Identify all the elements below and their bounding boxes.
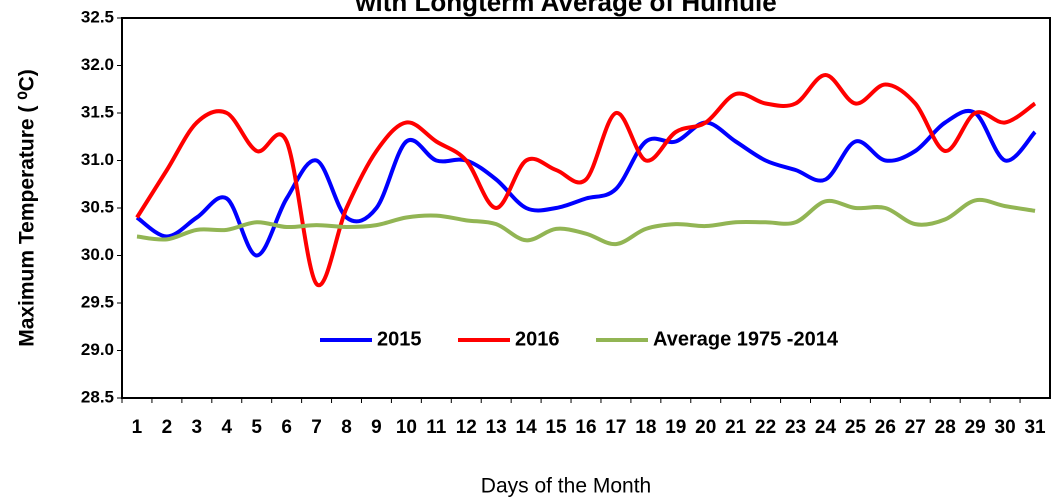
x-tick-label: 3 xyxy=(192,417,203,438)
x-tick-label: 23 xyxy=(785,417,806,438)
legend-label: Average 1975 -2014 xyxy=(653,328,839,350)
x-tick-label: 4 xyxy=(221,417,232,438)
plot-area xyxy=(121,17,1051,399)
x-tick-label: 9 xyxy=(371,417,382,438)
x-tick-label: 21 xyxy=(725,417,747,438)
series-line xyxy=(135,73,1037,288)
y-tick-label: 32.5 xyxy=(81,7,114,26)
x-tick-label: 14 xyxy=(516,417,538,438)
x-tick-label: 20 xyxy=(695,417,716,438)
chart-title: with Longterm Average of Hulhule xyxy=(354,0,776,17)
x-axis-label: Days of the Month xyxy=(481,475,651,498)
series-line xyxy=(136,197,1036,247)
x-tick-label: 17 xyxy=(605,417,626,438)
y-tick-label: 32.0 xyxy=(81,55,114,74)
series-line xyxy=(135,108,1037,258)
y-tick-label: 29.0 xyxy=(81,340,114,359)
x-tick-label: 2 xyxy=(162,417,173,438)
x-tick-label: 18 xyxy=(635,417,656,438)
y-axis-label: Maximum Temperature ( ⁰C) xyxy=(16,69,39,347)
y-tick-label: 31.5 xyxy=(81,102,114,121)
x-tick-label: 1 xyxy=(132,417,143,438)
x-tick-label: 31 xyxy=(1024,417,1046,438)
x-tick-label: 13 xyxy=(486,417,507,438)
x-tick-label: 26 xyxy=(875,417,896,438)
x-tick-label: 6 xyxy=(281,417,292,438)
x-tick-label: 19 xyxy=(665,417,686,438)
x-tick-label: 29 xyxy=(965,417,986,438)
x-tick-label: 27 xyxy=(905,417,926,438)
x-tick-label: 7 xyxy=(311,417,322,438)
x-tick-label: 5 xyxy=(251,417,262,438)
legend-label: 2015 xyxy=(377,328,422,350)
y-tick-label: 28.5 xyxy=(81,387,114,406)
x-tick-label: 30 xyxy=(995,417,1016,438)
x-tick-label: 12 xyxy=(456,417,477,438)
x-tick-label: 15 xyxy=(545,417,567,438)
x-tick-label: 22 xyxy=(755,417,776,438)
legend-label: 2016 xyxy=(515,328,560,350)
y-tick-label: 31.0 xyxy=(81,150,114,169)
x-tick-label: 24 xyxy=(815,417,837,438)
x-tick-label: 11 xyxy=(426,417,447,438)
y-tick-label: 30.5 xyxy=(81,197,114,216)
x-tick-label: 8 xyxy=(341,417,352,438)
y-tick-label: 29.5 xyxy=(81,292,114,311)
x-tick-label: 16 xyxy=(575,417,596,438)
y-tick-label: 30.0 xyxy=(81,245,114,264)
x-tick-label: 10 xyxy=(396,417,417,438)
x-tick-label: 28 xyxy=(935,417,956,438)
x-tick-label: 25 xyxy=(845,417,867,438)
